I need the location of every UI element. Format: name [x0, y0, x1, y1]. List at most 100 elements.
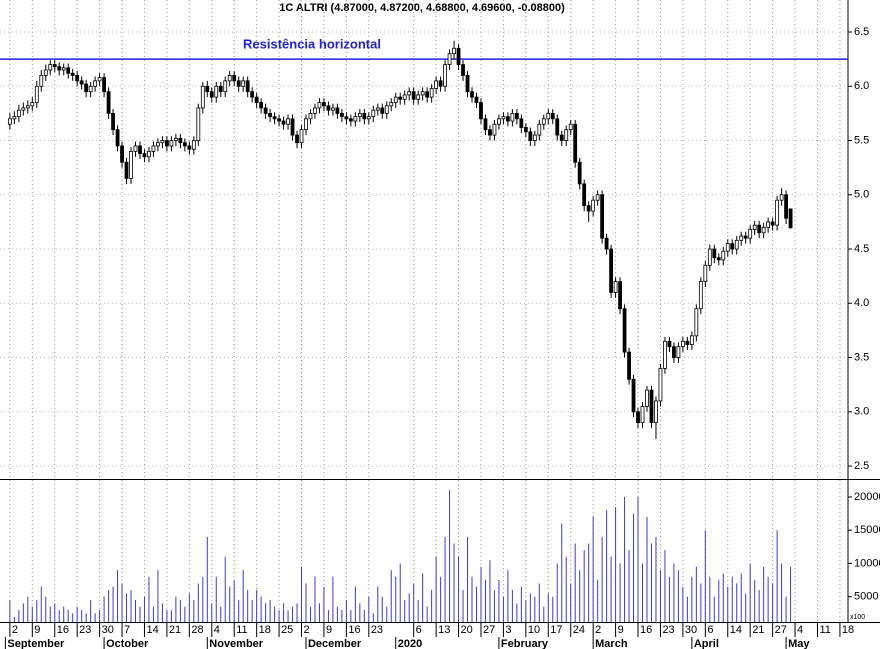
candle-body	[707, 248, 712, 266]
x-tick-label: 16	[348, 624, 360, 636]
candle-body	[456, 47, 461, 65]
candle-body	[600, 194, 605, 239]
candle-body	[205, 85, 210, 93]
candle-body	[165, 140, 169, 147]
candle-body	[357, 112, 362, 118]
candle-body	[308, 112, 313, 120]
candle-body	[66, 67, 71, 74]
candle-body	[281, 120, 286, 125]
candle-body	[546, 112, 551, 120]
x-tick-label: 2	[12, 624, 18, 636]
candle-body	[483, 118, 488, 131]
candle-body	[93, 80, 98, 87]
candle-body	[716, 257, 721, 261]
candle-body	[438, 80, 443, 87]
candle-body	[730, 243, 735, 250]
candle-body	[712, 248, 717, 259]
month-label: October	[106, 638, 149, 649]
x-tick-label: 13	[438, 624, 450, 636]
candle-body	[335, 107, 340, 114]
candle-body	[488, 129, 492, 136]
y-tick-label: 5.0	[854, 189, 869, 201]
chart-title: 1C ALTRI (4.87000, 4.87200, 4.68800, 4.6…	[279, 2, 565, 14]
y-tick-label: 6.5	[854, 26, 869, 38]
candle-body	[277, 118, 281, 122]
candle-body	[102, 77, 106, 93]
candle-body	[268, 112, 273, 118]
candle-body	[272, 116, 277, 120]
candle-body	[658, 368, 663, 402]
month-label: November	[209, 638, 264, 649]
candle-body	[331, 107, 335, 111]
candle-body	[290, 118, 295, 136]
candle-body	[7, 118, 12, 125]
candle-body	[734, 239, 739, 250]
candle-body	[169, 140, 174, 147]
y-tick-label: 20000	[854, 491, 880, 503]
candle-body	[654, 400, 658, 424]
x-tick-label: 23	[79, 624, 91, 636]
candle-body	[25, 105, 30, 109]
candle-body	[528, 131, 533, 141]
x-tick-label: 28	[191, 624, 203, 636]
candle-body	[75, 75, 80, 82]
candle-body	[725, 243, 730, 252]
candle-body	[196, 107, 201, 141]
candle-body	[739, 235, 744, 241]
x-tick-label: 20	[461, 624, 473, 636]
candle-body	[366, 116, 371, 120]
candle-body	[389, 102, 394, 107]
candle-body	[138, 145, 142, 154]
candle-body	[263, 107, 268, 114]
candle-body	[568, 123, 573, 131]
y-tick-label: 4.0	[854, 297, 869, 309]
candle-body	[474, 96, 479, 103]
candle-body	[698, 281, 703, 310]
candle-body	[30, 102, 35, 107]
candle-body	[514, 112, 519, 120]
candle-body	[393, 96, 398, 103]
candle-body	[663, 340, 667, 369]
x-tick-label: 7	[124, 624, 130, 636]
month-label: March	[595, 638, 628, 649]
candle-body	[591, 199, 596, 212]
candle-body	[564, 129, 569, 141]
candle-body	[353, 116, 358, 122]
candle-body	[79, 80, 84, 85]
candle-body	[680, 340, 685, 348]
candle-body	[34, 85, 39, 103]
candle-body	[156, 142, 160, 147]
candle-body	[676, 346, 681, 358]
candle-body	[245, 80, 250, 93]
candle-body	[12, 116, 17, 120]
y-tick-label: 6.0	[854, 80, 869, 92]
candle-body	[214, 85, 219, 98]
candle-body	[519, 118, 524, 128]
candle-body	[339, 112, 344, 118]
candle-body	[21, 107, 26, 111]
x-tick-label: 27	[775, 624, 787, 636]
candle-body	[604, 237, 609, 250]
x-tick-label: 3	[505, 624, 511, 636]
x-tick-label: 6	[416, 624, 422, 636]
x-tick-label: 11	[236, 624, 247, 636]
candle-body	[299, 129, 304, 144]
x-tick-label: 30	[102, 624, 114, 636]
candle-body	[743, 235, 748, 239]
candle-body	[16, 109, 21, 118]
candle-body	[447, 53, 452, 65]
candle-body	[147, 150, 151, 158]
candle-body	[523, 127, 528, 133]
candle-body	[537, 123, 542, 136]
y-tick-label: 10000	[854, 557, 880, 569]
candle-body	[779, 194, 784, 201]
candle-body	[313, 107, 317, 114]
candle-body	[411, 91, 416, 100]
candle-body	[757, 224, 762, 234]
candle-body	[425, 91, 430, 98]
candle-body	[259, 102, 264, 109]
candle-body	[573, 123, 578, 163]
x-tick-label: 18	[842, 624, 854, 636]
candle-body	[694, 308, 699, 337]
